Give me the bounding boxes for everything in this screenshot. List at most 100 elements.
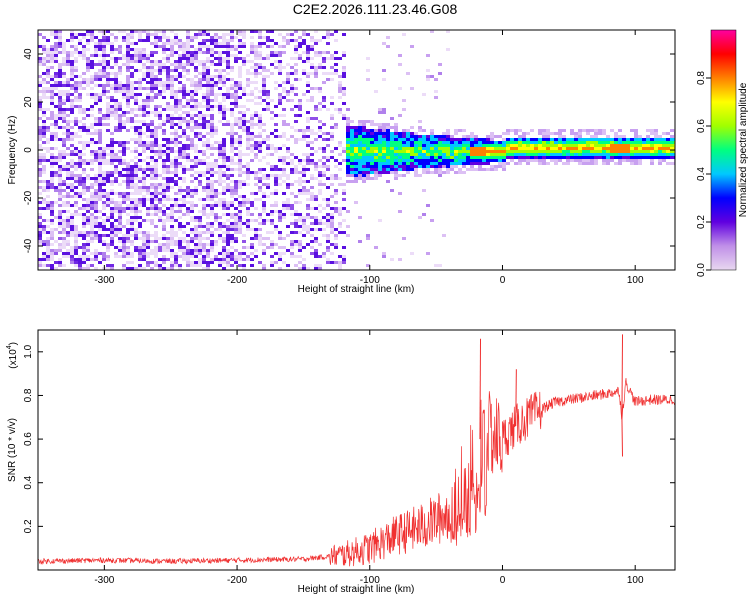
spectrogram-cell [162, 84, 166, 87]
spectrogram-cell [258, 159, 262, 162]
spectrogram-cell [166, 189, 170, 192]
spectrogram-cell [70, 225, 74, 228]
spectrogram-cell [578, 144, 582, 147]
spectrogram-cell [414, 150, 418, 153]
spectrogram-cell [314, 39, 318, 42]
spectrogram-cell [658, 162, 662, 165]
spectrogram-cell [174, 117, 178, 120]
spectrogram-cell [118, 120, 122, 123]
spectrogram-cell [278, 54, 282, 57]
spectrogram-cell [486, 162, 490, 165]
spectrogram-cell [166, 207, 170, 210]
spectrogram-cell [238, 75, 242, 78]
spectrogram-cell [322, 72, 326, 75]
spectrogram-cell [242, 252, 246, 255]
spectrogram-cell [290, 90, 294, 93]
spectrogram-cell [618, 162, 622, 165]
spectrogram-cell [302, 42, 306, 45]
spectrogram-cell [406, 141, 410, 144]
spectrogram-cell [638, 135, 642, 138]
spectrogram-cell [246, 144, 250, 147]
spectrogram-cell [118, 225, 122, 228]
spectrogram-cell [194, 147, 198, 150]
spectrogram-cell [66, 252, 70, 255]
spectrogram-cell [66, 225, 70, 228]
spectrogram-cell [82, 81, 86, 84]
spectrogram-cell [62, 72, 66, 75]
spectrogram-cell [238, 162, 242, 165]
spectrogram-cell [302, 186, 306, 189]
spectrogram-cell [38, 216, 42, 219]
spectrogram-cell [250, 81, 254, 84]
spectrogram-cell [226, 159, 230, 162]
spectrogram-cell [74, 117, 78, 120]
spectrogram-cell [130, 66, 134, 69]
spectrogram-cell [326, 144, 330, 147]
spectrogram-cell [222, 105, 226, 108]
spectrogram-cell [338, 84, 342, 87]
spectrogram-cell [250, 114, 254, 117]
spectrogram-cell [198, 81, 202, 84]
spectrogram-cell [266, 219, 270, 222]
spectrogram-cell [178, 135, 182, 138]
spectrogram-cell [534, 138, 538, 141]
spectrogram-cell [318, 219, 322, 222]
spectrogram-cell [98, 186, 102, 189]
spectrogram-cell [290, 39, 294, 42]
spectrogram-cell [82, 51, 86, 54]
spectrogram-cell [326, 51, 330, 54]
spectrogram-cell [186, 39, 190, 42]
spectrogram-cell [142, 237, 146, 240]
spectrogram-cell [346, 171, 350, 174]
spectrogram-cell [238, 228, 242, 231]
spectrogram-cell [142, 180, 146, 183]
spectrogram-cell [262, 222, 266, 225]
spectrogram-cell [134, 210, 138, 213]
spectrogram-cell [114, 111, 118, 114]
spectrogram-cell [122, 201, 126, 204]
spectrogram-cell [166, 213, 170, 216]
spectrogram-cell [170, 219, 174, 222]
spectrogram-cell [118, 255, 122, 258]
spectrogram-cell [414, 138, 418, 141]
spectrogram-cell [50, 45, 54, 48]
spectrogram-cell [182, 255, 186, 258]
spectrogram-cell [342, 72, 346, 75]
spectrogram-cell [50, 102, 54, 105]
spectrogram-cell [322, 171, 326, 174]
spectrogram-cell [46, 87, 50, 90]
spectrogram-cell [162, 90, 166, 93]
spectrogram-cell [230, 225, 234, 228]
spectrogram-cell [94, 252, 98, 255]
spectrogram-cell [442, 144, 446, 147]
spectrogram-cell [246, 168, 250, 171]
spectrogram-cell [146, 210, 150, 213]
spectrogram-cell [122, 144, 126, 147]
spectrogram-cell [570, 147, 574, 150]
spectrogram-cell [162, 108, 166, 111]
spectrogram-cell [230, 264, 234, 267]
spectrogram-cell [190, 195, 194, 198]
spectrogram-cell [106, 246, 110, 249]
spectrogram-cell [554, 141, 558, 144]
spectrogram-cell [462, 129, 466, 132]
spectrogram-cell [94, 45, 98, 48]
spectrogram-cell [202, 261, 206, 264]
spectrogram-cell [138, 60, 142, 63]
spectrogram-cell [242, 222, 246, 225]
spectrogram-cell [106, 174, 110, 177]
spectrogram-cell [210, 183, 214, 186]
spectrogram-cell [90, 141, 94, 144]
spectrogram-cell [314, 195, 318, 198]
spectrogram-cell [498, 135, 502, 138]
spectrogram-cell [82, 249, 86, 252]
spectrogram-cell [54, 54, 58, 57]
spectrogram-cell [86, 255, 90, 258]
spectrogram-cell [186, 48, 190, 51]
spectrogram-cell [202, 255, 206, 258]
spectrogram-cell [298, 216, 302, 219]
spectrogram-cell [330, 222, 334, 225]
spectrogram-cell [134, 165, 138, 168]
spectrogram-cell [322, 198, 326, 201]
spectrogram-cell [246, 210, 250, 213]
